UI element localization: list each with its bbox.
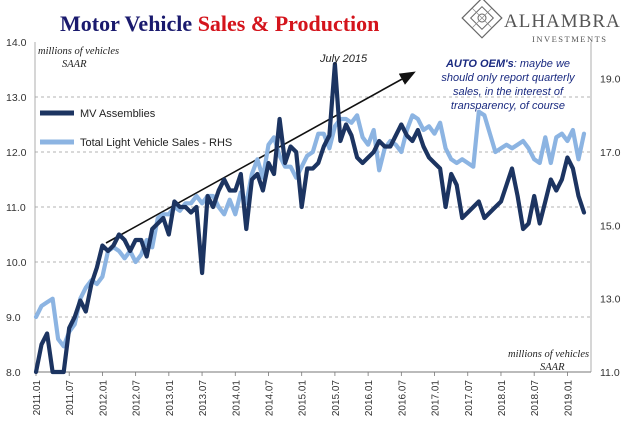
legend: MV Assemblies Total Light Vehicle Sales …: [40, 108, 232, 149]
right-tick-label: 13.0: [600, 294, 621, 306]
left-tick-label: 11.0: [6, 202, 26, 214]
oem-annotation-bold: AUTO OEM's: [445, 58, 514, 70]
x-tick-label: 2014.07: [264, 380, 275, 417]
x-tick-label: 2015.01: [298, 380, 309, 417]
oem-annotation-line2: should only report quarterly: [441, 72, 576, 84]
x-tick-label: 2011.01: [32, 380, 43, 416]
series-line-total-sales: [33, 109, 587, 349]
gridlines: [35, 96, 591, 318]
x-tick-label: 2015.07: [331, 380, 342, 417]
left-tick-label: 12.0: [6, 147, 27, 159]
x-tick-label: 2017.07: [464, 380, 475, 417]
chart-title: Motor Vehicle Sales & Production: [60, 11, 379, 36]
chart-title-part2: Sales & Production: [198, 11, 380, 36]
x-tick-label: 2016.07: [397, 380, 408, 417]
logo-sub: INVESTMENTS: [532, 34, 608, 44]
peak-annotation: July 2015: [319, 53, 368, 65]
left-tick-label: 8.0: [6, 367, 21, 379]
left-tick-label: 14.0: [6, 37, 27, 49]
right-tick-label: 19.0: [600, 74, 621, 86]
series-group: [33, 61, 587, 375]
x-tick-label: 2016.01: [364, 380, 375, 417]
series-line-mv-assemblies: [33, 61, 587, 375]
left-tick-label: 13.0: [6, 92, 27, 104]
trend-arrow: [105, 71, 416, 244]
chart-title-part1: Motor Vehicle: [60, 11, 198, 36]
x-tick-label: 2012.07: [132, 380, 143, 417]
right-axis-ticks: 11.0 13.0 15.0 17.0 19.0: [600, 74, 621, 379]
x-tick-label: 2018.01: [497, 380, 508, 417]
right-tick-label: 17.0: [600, 147, 621, 159]
oem-annotation-line1: AUTO OEM's: maybe we: [445, 58, 570, 70]
right-axis-label-line2: SAAR: [540, 362, 565, 373]
oem-annotation-rest: : maybe we: [514, 58, 570, 70]
right-axis-label-line1: millions of vehicles: [508, 349, 589, 360]
x-tick-label: 2018.07: [530, 380, 541, 417]
oem-annotation-line3: sales, in the interest of: [453, 86, 564, 98]
x-axis-ticks: 2011.01 2011.07 2012.01 2012.07 2013.01 2013.…: [32, 372, 574, 416]
right-tick-label: 15.0: [600, 220, 621, 232]
legend-label-total-sales: Total Light Vehicle Sales - RHS: [80, 137, 232, 149]
x-tick-label: 2019.01: [563, 380, 574, 417]
x-tick-label: 2014.01: [231, 380, 242, 417]
x-tick-label: 2013.07: [198, 380, 209, 417]
x-tick-label: 2011.07: [65, 380, 76, 416]
left-axis-label-line1: millions of vehicles: [38, 46, 119, 57]
x-tick-label: 2017.01: [431, 380, 442, 417]
right-tick-label: 11.0: [600, 367, 620, 379]
left-axis-ticks: 8.0 9.0 10.0 11.0 12.0 13.0 14.0: [6, 37, 27, 379]
x-tick-label: 2013.01: [165, 380, 176, 417]
left-tick-label: 10.0: [6, 257, 27, 269]
legend-label-mv-assemblies: MV Assemblies: [80, 108, 156, 120]
alhambra-pattern-icon: [461, 0, 503, 39]
oem-annotation-line4: transparency, of course: [451, 100, 565, 112]
x-tick-label: 2012.01: [98, 380, 109, 417]
left-axis-label-line2: SAAR: [62, 59, 87, 70]
logo-name: ALHAMBRA: [504, 11, 621, 32]
left-tick-label: 9.0: [6, 312, 21, 324]
